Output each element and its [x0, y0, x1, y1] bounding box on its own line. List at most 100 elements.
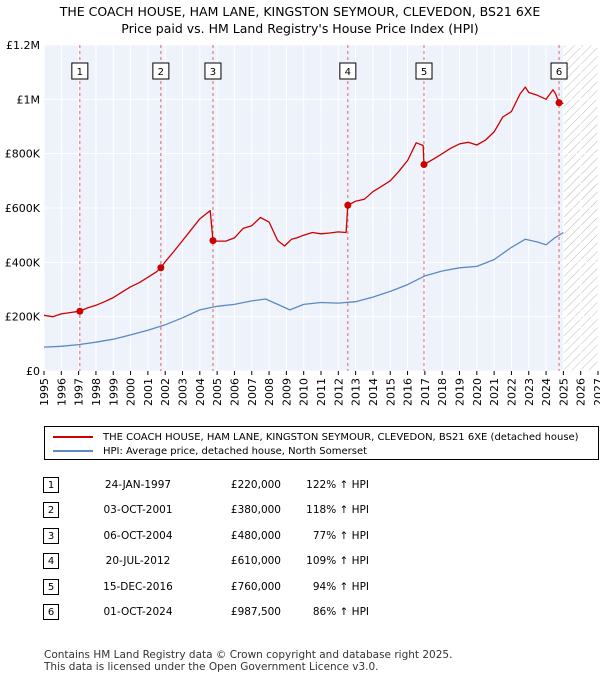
sale-hpi-change-cell: 77% ↑ HPI [281, 523, 369, 549]
sale-label-box [71, 62, 89, 80]
x-tick-label: 1997 [73, 378, 86, 406]
sale-hpi-change: 94% ↑ HPI [312, 580, 369, 593]
price-chart: 1 2 3 4 5 6 £0 £200K £400K £600K £800K £1M £1.2M 1995… [5, 39, 600, 406]
sale-date: 01-OCT-2024 [103, 606, 173, 619]
x-tick-label: 2016 [402, 378, 415, 406]
sale-date: 15-DEC-2016 [103, 580, 173, 593]
sale-point [420, 161, 428, 169]
footer-copyright: Contains HM Land Registry data © Crown c… [44, 649, 453, 661]
sale-label: 2 [158, 67, 164, 78]
legend-label-hpi: HPI: Average price, detached house, Nort… [103, 445, 368, 457]
x-tick-label: 2023 [523, 378, 536, 406]
x-tick-label: 2022 [505, 378, 518, 406]
y-tick-label: £1.2M [6, 39, 40, 52]
sale-number-cell: 4 [43, 549, 79, 575]
sale-number: 1 [43, 476, 59, 493]
x-tick-label: 2018 [436, 378, 449, 406]
sale-date: 03-OCT-2001 [103, 504, 173, 517]
x-tick-label: 2017 [419, 378, 432, 406]
table-row: 6 01-OCT-2024 £987,500 86% ↑ HPI [43, 600, 369, 626]
sale-number: 5 [43, 578, 59, 595]
x-tick-label: 2006 [228, 378, 241, 406]
sale-label-box [415, 62, 433, 80]
footer-licence: This data is licensed under the Open Gov… [44, 660, 379, 673]
sale-price: £610,000 [230, 555, 281, 568]
sale-point [157, 264, 165, 272]
sale-price: £220,000 [230, 478, 281, 491]
x-tick-label: 2010 [298, 378, 311, 406]
x-tick-label: 2015 [384, 378, 397, 406]
x-tick-label: 2026 [575, 378, 588, 406]
x-tick-label: 1995 [38, 378, 51, 406]
x-tick-label: 2001 [142, 378, 155, 406]
sale-price-cell: £480,000 [197, 523, 281, 549]
property-price-line [43, 86, 564, 318]
sale-label-box [152, 62, 170, 80]
sale-hpi-change-cell: 109% ↑ HPI [281, 549, 369, 575]
sale-hpi-change: 86% ↑ HPI [312, 606, 369, 619]
table-row: 3 06-OCT-2004 £480,000 77% ↑ HPI [43, 523, 369, 549]
sale-number-cell: 3 [43, 523, 79, 549]
x-tick-label: 2021 [488, 378, 501, 406]
sale-number: 2 [43, 502, 59, 519]
sale-label-box [204, 62, 222, 80]
sale-number: 6 [43, 604, 59, 621]
chart-title-line1: THE COACH HOUSE, HAM LANE, KINGSTON SEYM… [59, 4, 541, 19]
sale-number-cell: 5 [43, 574, 79, 600]
x-tick-label: 2013 [350, 378, 363, 406]
sale-point [76, 307, 84, 315]
x-tick-label: 2005 [211, 378, 224, 406]
sale-hpi-change-cell: 118% ↑ HPI [281, 498, 369, 524]
sale-date: 06-OCT-2004 [103, 529, 173, 542]
sale-point [555, 99, 563, 107]
x-tick-label: 2008 [263, 378, 276, 406]
sale-price-cell: £610,000 [197, 549, 281, 575]
sale-price: £987,500 [230, 606, 281, 619]
sale-label: 3 [210, 67, 216, 78]
sale-hpi-change: 118% ↑ HPI [306, 504, 369, 517]
sale-date-cell: 15-DEC-2016 [79, 574, 197, 600]
sale-number-cell: 6 [43, 600, 79, 626]
x-tick-label: 2027 [592, 378, 600, 406]
sale-price-cell: £380,000 [197, 498, 281, 524]
x-tick-label: 2002 [159, 378, 172, 406]
sale-hpi-change: 122% ↑ HPI [306, 478, 369, 491]
sale-hpi-change-cell: 94% ↑ HPI [281, 574, 369, 600]
legend-label-property: THE COACH HOUSE, HAM LANE, KINGSTON SEYM… [103, 431, 579, 443]
sale-price: £480,000 [230, 529, 281, 542]
sale-point [209, 237, 217, 245]
sale-price-cell: £987,500 [197, 600, 281, 626]
sale-price: £760,000 [230, 580, 281, 593]
sale-date-cell: 24-JAN-1997 [79, 472, 197, 498]
y-tick-label: £400K [5, 256, 41, 269]
x-tick-label: 2004 [194, 378, 207, 406]
table-row: 1 24-JAN-1997 £220,000 122% ↑ HPI [43, 472, 369, 498]
x-tick-label: 1998 [90, 378, 103, 406]
table-row: 2 03-OCT-2001 £380,000 118% ↑ HPI [43, 498, 369, 524]
sale-hpi-change: 109% ↑ HPI [306, 555, 369, 568]
sale-price: £380,000 [230, 504, 281, 517]
chart-title: THE COACH HOUSE, HAM LANE, KINGSTON SEYM… [0, 3, 600, 37]
table-row: 4 20-JUL-2012 £610,000 109% ↑ HPI [43, 549, 369, 575]
x-tick-label: 2024 [540, 378, 553, 406]
sale-price-cell: £220,000 [197, 472, 281, 498]
sale-label: 1 [77, 67, 83, 78]
sale-label: 6 [556, 67, 562, 78]
y-tick-label: £200K [5, 311, 41, 324]
sale-hpi-change: 77% ↑ HPI [312, 529, 369, 542]
legend-swatch-property [53, 436, 93, 438]
x-tick-label: 2014 [367, 378, 380, 406]
legend-swatch-hpi [53, 450, 93, 452]
x-tick-label: 1996 [55, 378, 68, 406]
legend: THE COACH HOUSE, HAM LANE, KINGSTON SEYM… [44, 426, 599, 460]
footer: Contains HM Land Registry data © Crown c… [44, 649, 453, 673]
sale-date: 20-JUL-2012 [105, 555, 171, 568]
sale-point [344, 201, 352, 209]
sale-date-cell: 20-JUL-2012 [79, 549, 197, 575]
sale-number: 4 [43, 553, 59, 570]
sale-label: 4 [345, 67, 351, 78]
sale-date-cell: 06-OCT-2004 [79, 523, 197, 549]
sale-date-cell: 03-OCT-2001 [79, 498, 197, 524]
x-tick-label: 2009 [280, 378, 293, 406]
x-tick-label: 2020 [471, 378, 484, 406]
